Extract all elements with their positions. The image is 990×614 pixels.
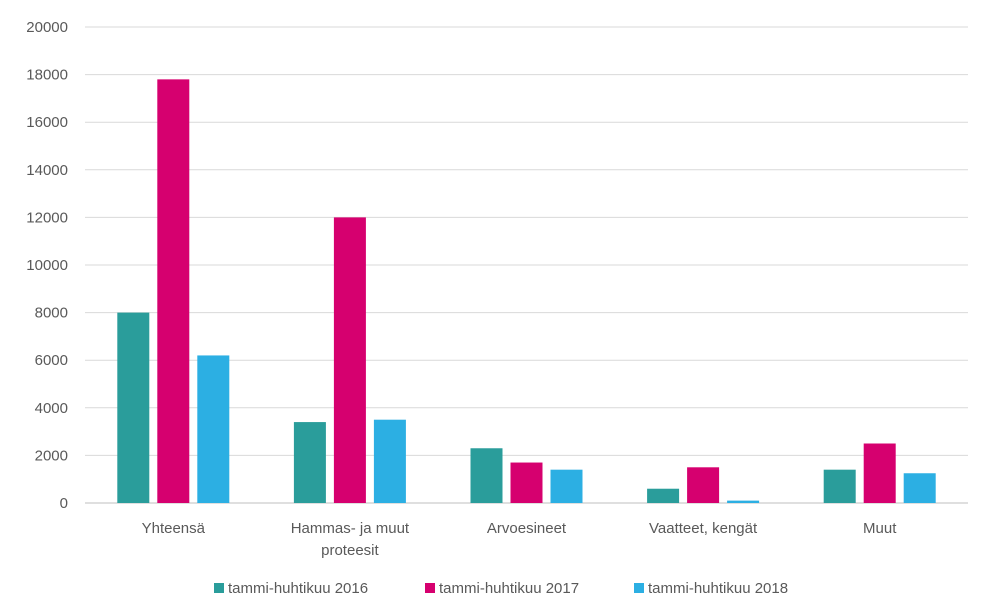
bar xyxy=(903,473,936,503)
legend-swatch xyxy=(214,583,224,593)
legend-label: tammi-huhtikuu 2016 xyxy=(228,580,368,597)
legend: tammi-huhtikuu 2016 tammi-huhtikuu 2017 ta… xyxy=(214,580,788,597)
legend-swatch xyxy=(425,583,435,593)
bar xyxy=(333,217,366,503)
legend-swatch xyxy=(634,583,644,593)
y-tick-label: 14000 xyxy=(26,162,68,179)
legend-label: tammi-huhtikuu 2017 xyxy=(439,580,579,597)
x-category-label: Vaatteet, kengät xyxy=(649,520,758,537)
bars xyxy=(117,79,936,504)
bar xyxy=(117,312,150,503)
y-tick-label: 0 xyxy=(60,495,68,512)
x-category-label: Hammas- ja muut xyxy=(291,520,410,537)
y-tick-label: 6000 xyxy=(35,352,68,369)
bar xyxy=(687,467,720,503)
y-tick-label: 2000 xyxy=(35,447,68,464)
y-tick-label: 18000 xyxy=(26,67,68,84)
bar xyxy=(197,355,230,503)
x-axis: Yhteensä Hammas- ja muut proteesit Arvoesin… xyxy=(142,520,898,559)
bar xyxy=(550,469,583,503)
x-category-label: Arvoesineet xyxy=(487,520,567,537)
y-tick-label: 10000 xyxy=(26,257,68,274)
bar xyxy=(823,469,856,503)
bar xyxy=(293,422,326,503)
bar xyxy=(863,443,896,503)
y-tick-label: 4000 xyxy=(35,400,68,417)
gridlines xyxy=(85,26,968,504)
y-tick-label: 20000 xyxy=(26,19,68,36)
legend-label: tammi-huhtikuu 2018 xyxy=(648,580,788,597)
bar xyxy=(470,448,503,503)
y-tick-label: 16000 xyxy=(26,114,68,131)
y-axis: 0 2000 4000 6000 8000 10000 12000 14000 16000 180… xyxy=(26,19,68,512)
bar xyxy=(157,79,190,504)
x-category-label: Muut xyxy=(863,520,897,537)
bar xyxy=(727,500,760,503)
bar xyxy=(647,488,680,503)
bar xyxy=(510,462,543,503)
x-category-label: Yhteensä xyxy=(142,520,206,537)
x-category-label: proteesit xyxy=(321,542,379,559)
y-tick-label: 8000 xyxy=(35,305,68,322)
bar xyxy=(373,419,406,503)
y-tick-label: 12000 xyxy=(26,209,68,226)
